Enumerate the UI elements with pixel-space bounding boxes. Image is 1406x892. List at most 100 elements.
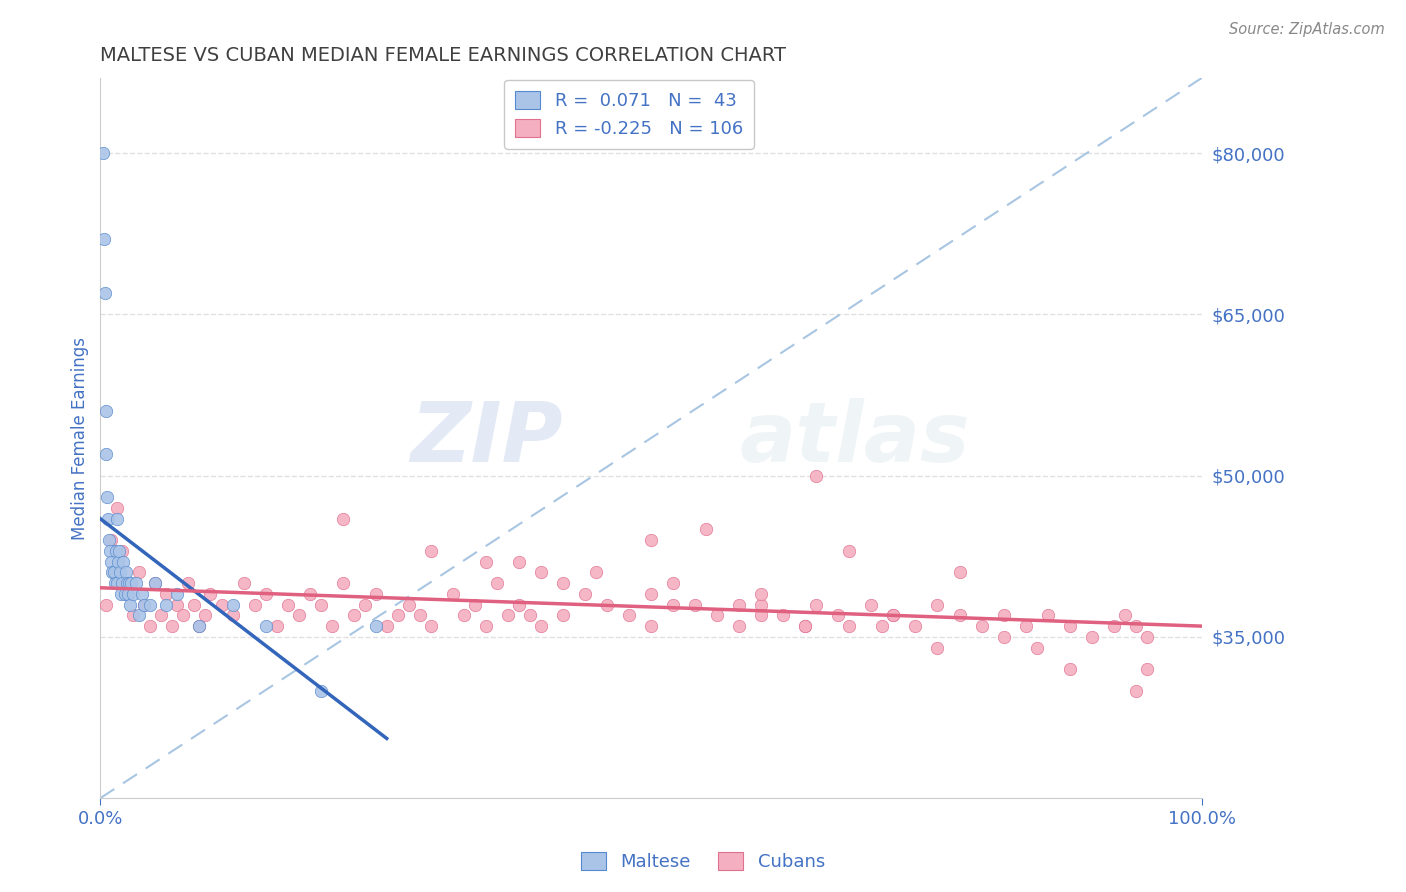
Point [1136,630,1159,644]
Point [100,533,122,548]
Point [309,598,332,612]
Point [114,566,136,580]
Legend: R =  0.071   N =  43, R = -0.225   N = 106: R = 0.071 N = 43, R = -0.225 N = 106 [505,79,754,149]
Point [485,576,508,591]
Point [200,587,222,601]
Point [332,511,354,525]
Point [166,598,188,612]
Point [139,598,162,612]
Point [149,608,172,623]
Point [749,608,772,623]
Point [104,544,127,558]
Point [211,598,233,612]
Point [117,587,139,601]
Point [194,608,217,623]
Point [1036,608,1059,623]
Point [155,587,177,601]
Point [332,576,354,591]
Point [806,598,828,612]
Point [496,608,519,623]
Point [93,232,115,246]
Point [91,146,114,161]
Point [398,598,420,612]
Point [287,608,309,623]
Point [749,587,772,601]
Point [794,619,817,633]
Point [728,619,751,633]
Point [96,490,118,504]
Point [94,404,117,418]
Point [927,640,949,655]
Point [1125,683,1147,698]
Text: atlas: atlas [740,398,970,478]
Point [243,598,266,612]
Point [1025,640,1047,655]
Point [806,468,828,483]
Point [640,533,662,548]
Point [508,555,530,569]
Point [464,598,486,612]
Point [1080,630,1102,644]
Point [706,608,728,623]
Point [232,576,254,591]
Point [112,555,135,569]
Point [183,598,205,612]
Point [838,619,860,633]
Point [585,566,607,580]
Point [728,598,751,612]
Point [838,544,860,558]
Point [111,576,134,591]
Point [155,598,177,612]
Point [1014,619,1036,633]
Point [387,608,409,623]
Point [419,619,441,633]
Point [124,576,146,591]
Point [860,598,883,612]
Point [948,566,970,580]
Point [640,587,662,601]
Point [98,544,121,558]
Point [114,587,136,601]
Point [145,576,167,591]
Point [107,555,129,569]
Text: ZIP: ZIP [411,398,562,478]
Point [993,608,1015,623]
Point [172,608,194,623]
Point [105,511,128,525]
Point [309,683,332,698]
Point [1059,662,1081,676]
Point [104,576,127,591]
Point [475,555,498,569]
Point [551,576,574,591]
Point [662,576,685,591]
Point [683,598,706,612]
Point [115,576,138,591]
Point [1102,619,1125,633]
Point [128,566,150,580]
Point [105,576,128,591]
Point [100,555,122,569]
Point [882,608,904,623]
Point [1059,619,1081,633]
Point [145,576,167,591]
Legend: Maltese, Cubans: Maltese, Cubans [574,845,832,879]
Point [409,608,432,623]
Point [94,285,117,300]
Point [128,608,150,623]
Point [508,598,530,612]
Point [1136,662,1159,676]
Point [103,566,125,580]
Point [105,500,128,515]
Point [177,576,200,591]
Point [551,608,574,623]
Point [827,608,849,623]
Point [188,619,211,633]
Point [794,619,817,633]
Point [94,447,117,461]
Point [110,587,132,601]
Point [101,566,124,580]
Point [98,533,121,548]
Point [993,630,1015,644]
Point [117,587,139,601]
Point [160,619,183,633]
